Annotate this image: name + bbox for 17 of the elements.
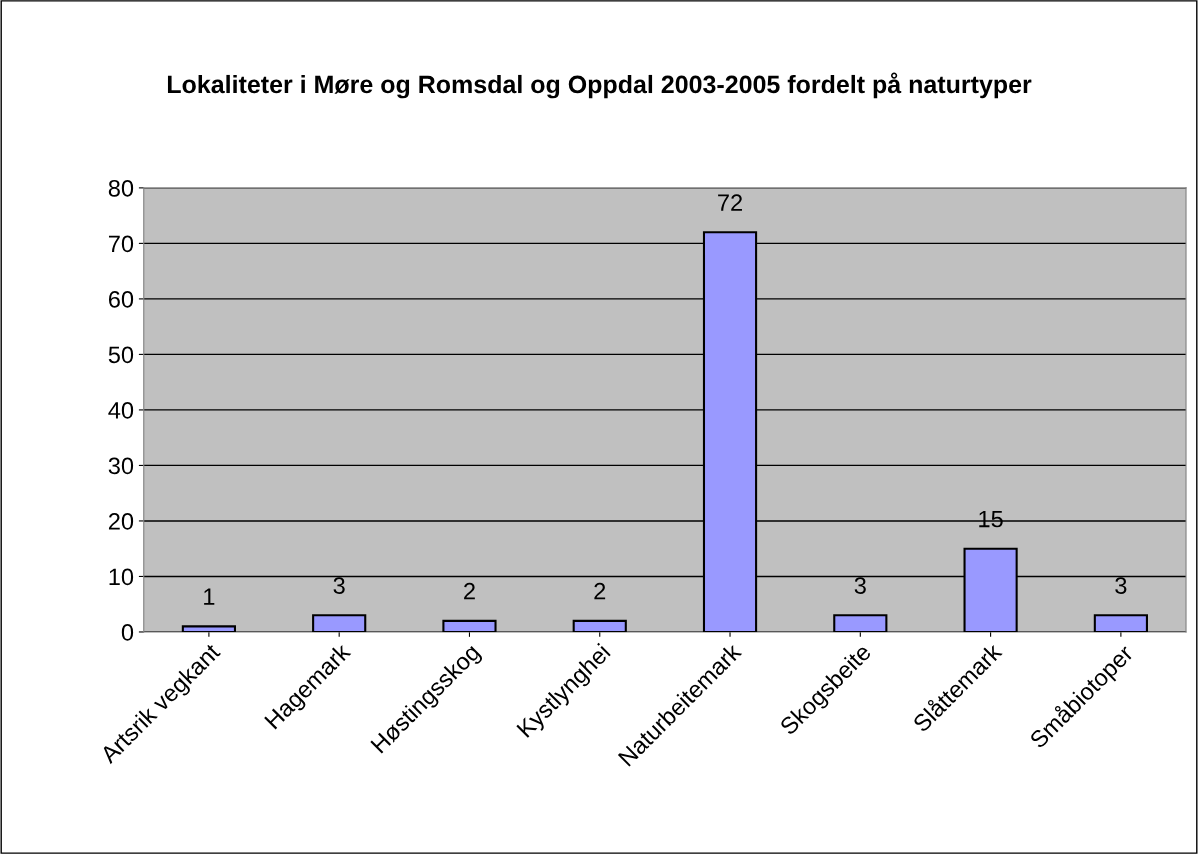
- data-label: 2: [594, 582, 606, 600]
- chart-title: Lokaliteter i Møre og Romsdal og Oppdal 2003-2005 fordelt på naturtyper: [167, 72, 1032, 99]
- data-label: 1: [204, 588, 215, 605]
- y-tick-label: 20: [108, 513, 134, 530]
- y-tick-label: 70: [108, 235, 134, 253]
- y-tick-label: 80: [108, 179, 134, 197]
- y-tick-label: 30: [108, 457, 134, 475]
- y-tick-label: 50: [108, 346, 134, 364]
- y-tick-label: 10: [109, 568, 134, 586]
- data-label: 3: [1115, 577, 1127, 594]
- y-tick-label: 0: [121, 624, 134, 641]
- data-label: 3: [333, 577, 345, 594]
- y-tick-label: 60: [108, 290, 134, 308]
- data-label: 2: [464, 582, 475, 600]
- data-label: 3: [854, 577, 866, 594]
- data-label: 72: [718, 194, 742, 211]
- y-tick-label: 40: [108, 401, 134, 419]
